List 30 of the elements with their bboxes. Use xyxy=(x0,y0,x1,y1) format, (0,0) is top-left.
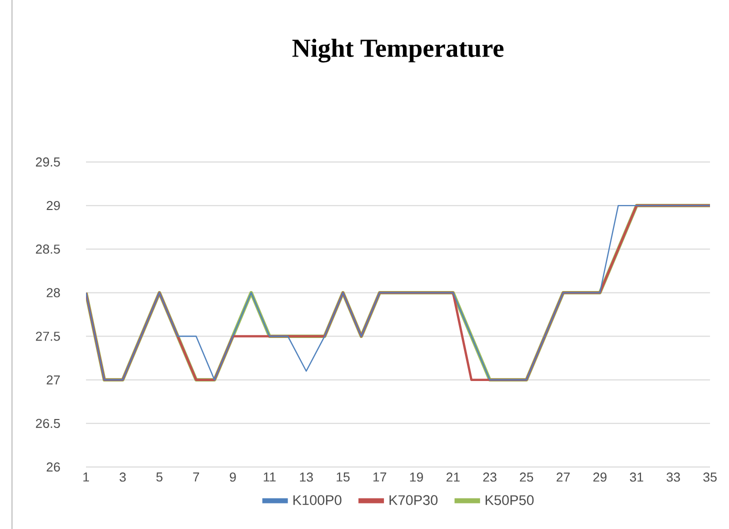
y-tick-label: 29 xyxy=(46,200,60,210)
x-tick-label: 29 xyxy=(593,472,606,482)
x-tick-label: 23 xyxy=(483,472,496,482)
x-tick-label: 11 xyxy=(264,472,276,482)
legend-label: K100P0 xyxy=(293,495,342,506)
x-tick-label: 21 xyxy=(446,472,460,482)
y-tick-label: 26.5 xyxy=(36,418,60,428)
x-tick-label: 17 xyxy=(373,472,386,482)
y-tick-label: 28 xyxy=(46,288,60,298)
x-tick-label: 15 xyxy=(336,472,350,482)
x-tick-label: 9 xyxy=(230,472,236,482)
x-tick-label: 27 xyxy=(556,472,570,482)
x-tick-label: 33 xyxy=(666,472,680,482)
x-tick-label: 5 xyxy=(156,472,162,482)
x-tick-label: 7 xyxy=(193,472,200,482)
chart-title: Night Temperature xyxy=(292,38,504,62)
x-tick-label: 3 xyxy=(120,472,126,482)
x-tick-label: 1 xyxy=(83,472,89,482)
y-tick-label: 28.5 xyxy=(36,244,60,254)
y-tick-label: 26 xyxy=(46,462,60,472)
x-tick-label: 35 xyxy=(703,472,717,482)
y-tick-label: 27 xyxy=(46,375,60,384)
legend-label: K70P30 xyxy=(390,495,438,506)
y-tick-label: 27.5 xyxy=(36,332,60,341)
x-tick-label: 25 xyxy=(520,472,534,482)
x-tick-label: 13 xyxy=(300,472,313,482)
x-tick-label: 19 xyxy=(410,472,423,482)
legend-label: K50P50 xyxy=(486,495,534,506)
x-tick-label: 31 xyxy=(630,472,644,482)
y-tick-label: 29.5 xyxy=(36,157,60,167)
